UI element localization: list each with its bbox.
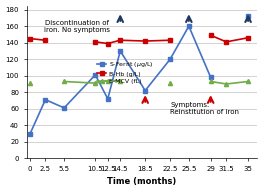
Text: Discontinuation of
iron. No symptoms: Discontinuation of iron. No symptoms (44, 20, 110, 33)
Legend: S-Ferrit ($\mu$g/L), B-Hb (g/L), E-MCV (fL): S-Ferrit ($\mu$g/L), B-Hb (g/L), E-MCV (… (94, 58, 156, 86)
Text: Symptoms.
Reinstitution of iron: Symptoms. Reinstitution of iron (170, 102, 239, 115)
X-axis label: Time (months): Time (months) (108, 177, 177, 186)
